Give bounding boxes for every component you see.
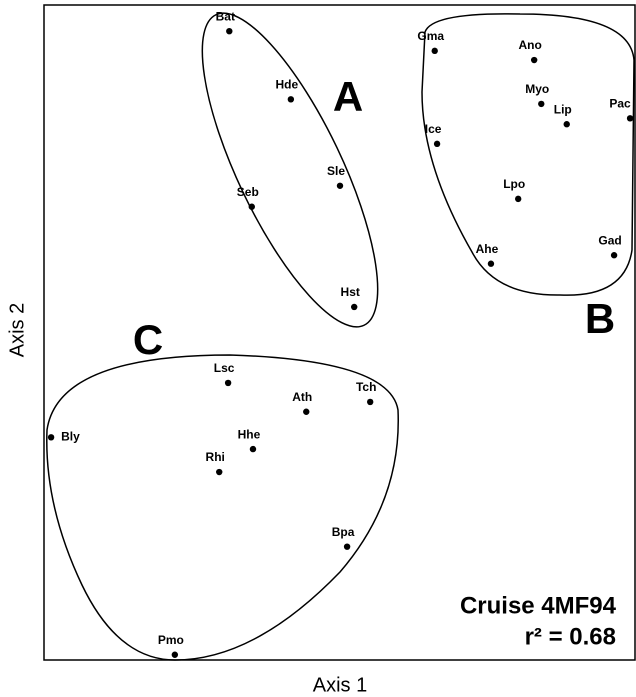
point-label: Bpa (332, 525, 355, 539)
point (336, 182, 344, 189)
point (287, 96, 295, 103)
point-label: Hhe (238, 427, 261, 441)
point (171, 651, 179, 658)
point-label: Gma (417, 29, 444, 43)
plot-frame (43, 4, 636, 661)
point-label: Lip (554, 102, 572, 116)
point (249, 445, 257, 453)
point (47, 434, 55, 441)
group-label: A (333, 73, 363, 120)
point (433, 140, 441, 148)
point-label: Hst (341, 285, 360, 299)
point-label: Pac (609, 96, 631, 110)
point-label: Bat (216, 9, 235, 23)
point-label: Rhi (206, 450, 225, 464)
point-label: Ath (292, 390, 312, 404)
point-label: Lsc (214, 361, 235, 375)
point (226, 28, 233, 35)
y-axis-label: Axis 2 (6, 303, 28, 357)
point (538, 100, 545, 108)
point-label: Lpo (503, 177, 525, 191)
group-a-outline (201, 12, 379, 328)
point-label: Hde (276, 77, 299, 91)
point (216, 468, 223, 476)
point-label: Seb (237, 185, 259, 199)
group-label: C (133, 316, 163, 363)
point-label: Sle (327, 164, 345, 178)
point (351, 303, 358, 311)
point-label: Ahe (476, 242, 499, 256)
point (563, 121, 570, 128)
point (224, 379, 232, 387)
point (530, 56, 538, 64)
group-b-outline (421, 13, 635, 296)
point (303, 408, 310, 415)
x-axis-label: Axis 1 (313, 674, 367, 696)
point (248, 203, 255, 210)
point-label: Bly (61, 429, 80, 443)
point (431, 47, 438, 55)
point (366, 398, 374, 406)
point-label: Pmo (158, 633, 184, 647)
point-label: Myo (525, 82, 549, 96)
point-label: Ice (425, 122, 442, 136)
annotation: r² = 0.68 (525, 623, 616, 650)
point (610, 252, 618, 259)
point (626, 115, 634, 122)
annotation: Cruise 4MF94 (460, 592, 617, 619)
point (514, 195, 522, 203)
point-label: Ano (519, 38, 542, 52)
point-label: Gad (598, 233, 621, 247)
point-label: Tch (356, 380, 376, 394)
group-c-outline (46, 354, 399, 661)
point (487, 260, 495, 267)
group-label: B (585, 295, 615, 342)
point (343, 543, 351, 550)
